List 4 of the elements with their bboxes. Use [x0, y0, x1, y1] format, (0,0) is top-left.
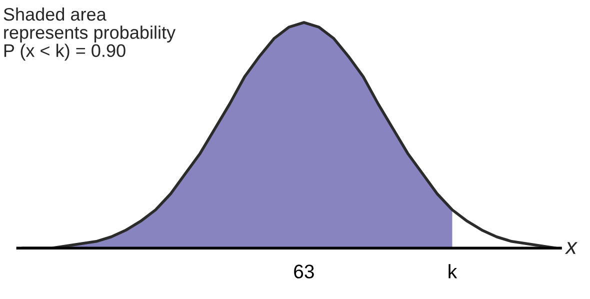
x-tick-label: k: [448, 264, 458, 278]
x-tick-label: 63: [294, 264, 314, 278]
x-axis-title: x: [564, 242, 578, 254]
annotation: Shaded area represents probability P (x < k) = 0.90: [4, 7, 176, 61]
